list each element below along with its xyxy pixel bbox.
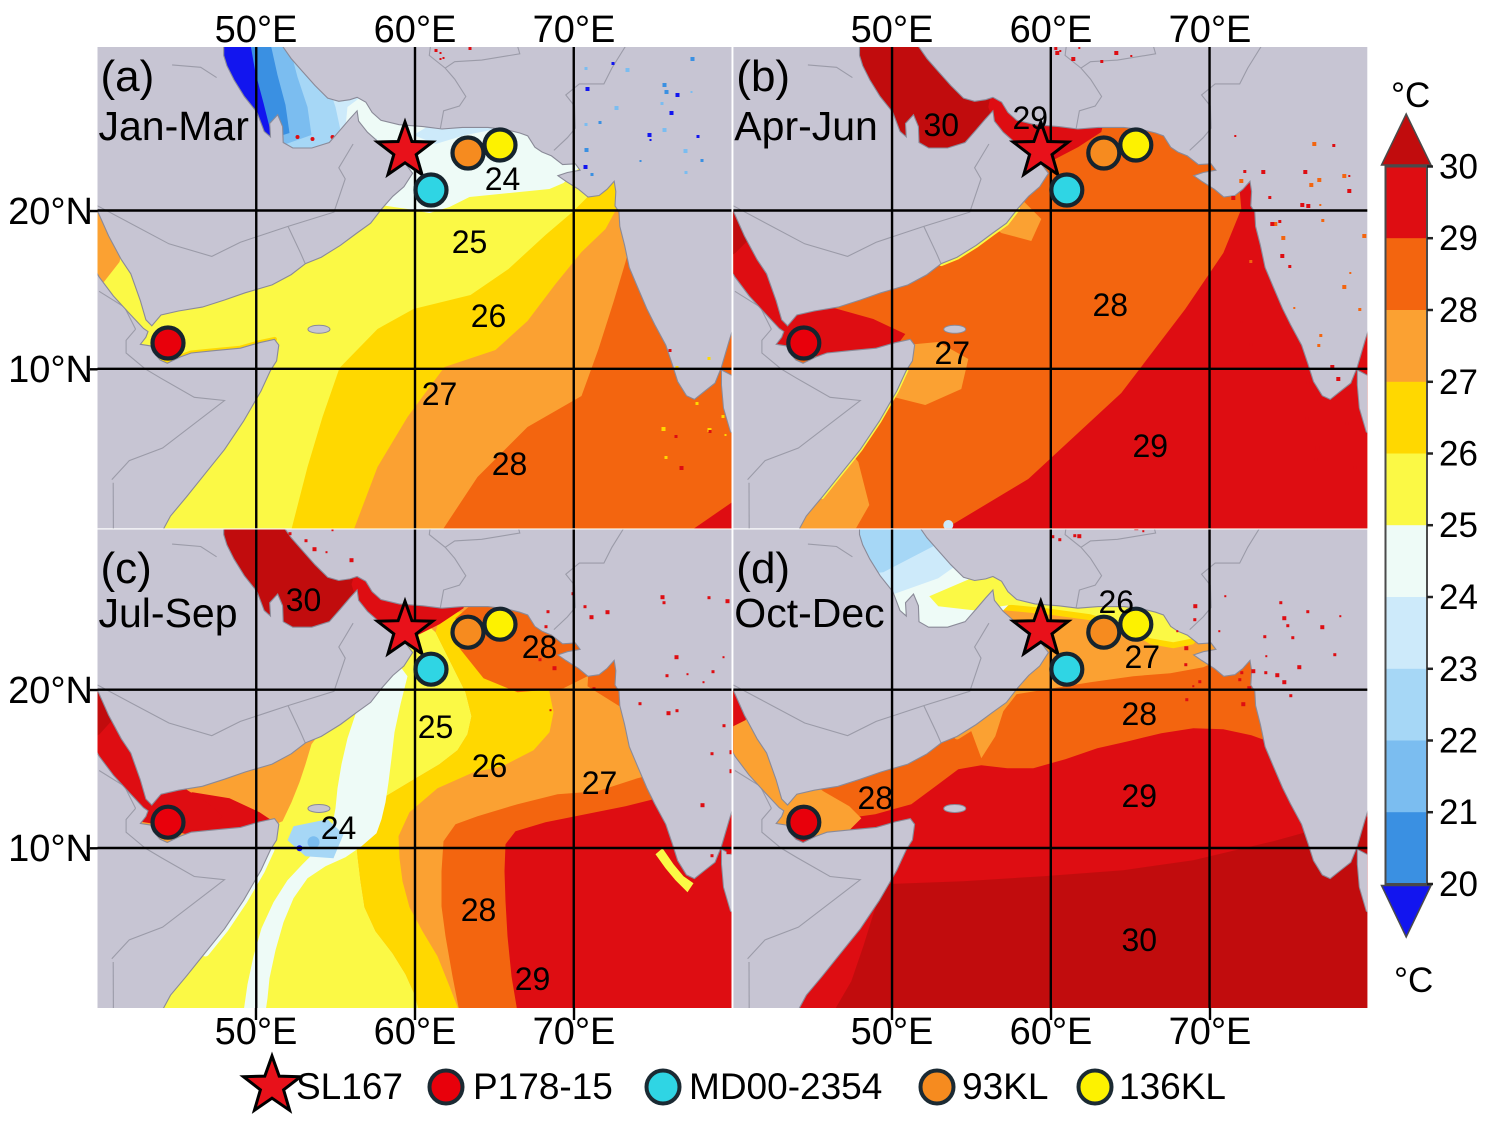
svg-text:27: 27	[1439, 363, 1478, 402]
svg-text:70°E: 70°E	[1169, 9, 1252, 51]
svg-text:70°E: 70°E	[533, 9, 616, 51]
svg-text:27: 27	[1125, 639, 1161, 675]
svg-text:25: 25	[452, 224, 488, 260]
svg-text:28: 28	[461, 892, 497, 928]
svg-text:22: 22	[1439, 722, 1478, 761]
svg-text:27: 27	[582, 765, 618, 801]
svg-text:29: 29	[1439, 219, 1478, 258]
svg-text:(b): (b)	[736, 52, 790, 101]
svg-text:24: 24	[321, 810, 357, 846]
svg-text:30: 30	[1439, 148, 1478, 187]
svg-text:24: 24	[1439, 578, 1478, 617]
svg-text:60°E: 60°E	[374, 9, 457, 51]
svg-text:28: 28	[1093, 287, 1129, 323]
svg-text:50°E: 50°E	[851, 9, 934, 51]
svg-text:28: 28	[1439, 291, 1478, 330]
svg-text:24: 24	[485, 161, 521, 197]
svg-text:Oct-Dec: Oct-Dec	[734, 590, 884, 636]
svg-text:°C: °C	[1394, 961, 1433, 1000]
svg-text:Jan-Mar: Jan-Mar	[99, 103, 249, 149]
svg-text:20°N: 20°N	[8, 191, 93, 233]
svg-text:60°E: 60°E	[1010, 9, 1093, 51]
svg-text:Jul-Sep: Jul-Sep	[99, 590, 238, 636]
svg-text:29: 29	[1133, 428, 1169, 464]
svg-text:93KL: 93KL	[962, 1066, 1048, 1107]
svg-text:25: 25	[1439, 506, 1478, 545]
svg-text:(c): (c)	[101, 544, 152, 593]
svg-text:29: 29	[1013, 100, 1049, 136]
svg-text:136KL: 136KL	[1119, 1066, 1226, 1107]
svg-text:20: 20	[1439, 865, 1478, 904]
svg-text:10°N: 10°N	[8, 828, 93, 870]
svg-text:26: 26	[472, 748, 508, 784]
svg-text:27: 27	[935, 335, 971, 371]
svg-text:28: 28	[858, 780, 894, 816]
svg-text:50°E: 50°E	[215, 9, 298, 51]
svg-text:30: 30	[924, 107, 960, 143]
svg-text:23: 23	[1439, 650, 1478, 689]
svg-text:(d): (d)	[736, 544, 790, 593]
svg-text:P178-15: P178-15	[473, 1066, 613, 1107]
svg-text:21: 21	[1439, 793, 1478, 832]
svg-text:29: 29	[1122, 778, 1158, 814]
svg-text:28: 28	[522, 629, 558, 665]
svg-text:27: 27	[422, 376, 458, 412]
svg-text:30: 30	[1122, 922, 1158, 958]
svg-text:(a): (a)	[101, 52, 155, 101]
svg-text:SL167: SL167	[296, 1066, 403, 1107]
svg-text:26: 26	[1099, 584, 1135, 620]
svg-text:29: 29	[515, 961, 551, 997]
svg-text:26: 26	[1439, 435, 1478, 474]
svg-text:10°N: 10°N	[8, 349, 93, 391]
svg-text:20°N: 20°N	[8, 670, 93, 712]
svg-text:Apr-Jun: Apr-Jun	[734, 103, 878, 149]
svg-text:28: 28	[492, 446, 528, 482]
svg-text:30: 30	[286, 582, 322, 618]
svg-text:28: 28	[1122, 696, 1158, 732]
svg-text:25: 25	[418, 709, 454, 745]
svg-text:°C: °C	[1391, 76, 1430, 115]
svg-text:26: 26	[471, 298, 507, 334]
svg-text:MD00-2354: MD00-2354	[689, 1066, 882, 1107]
